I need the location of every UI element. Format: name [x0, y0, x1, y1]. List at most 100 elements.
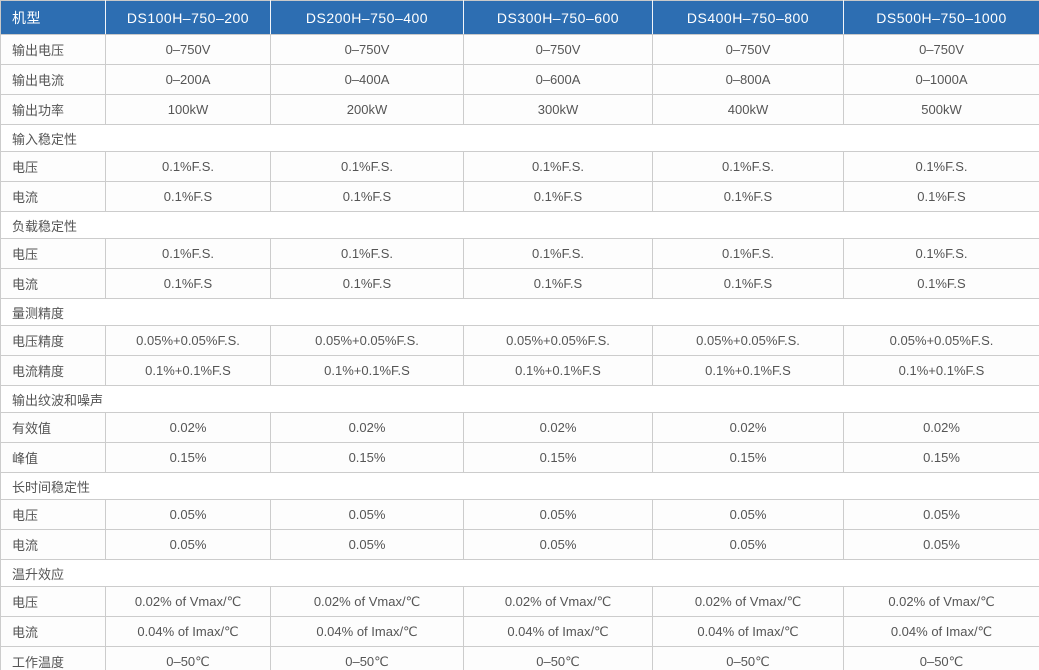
section-title: 量测精度: [0, 298, 1039, 326]
row-label: 电压: [0, 499, 106, 530]
spec-value: 0–1000A: [843, 64, 1039, 95]
spec-row: 电压 0.1%F.S. 0.1%F.S. 0.1%F.S. 0.1%F.S. 0.1%F.…: [0, 151, 1039, 182]
header-cell-ds200h-750-400: DS200H–750–400: [270, 0, 464, 35]
row-label: 工作温度: [0, 646, 106, 670]
row-label: 输出电流: [0, 64, 106, 95]
spec-value: 0.15%: [843, 442, 1039, 473]
spec-value: 0.04% of Imax/℃: [105, 616, 271, 647]
spec-value: 300kW: [463, 94, 653, 125]
spec-value: 0.05%+0.05%F.S.: [105, 325, 271, 356]
header-cell-ds500h-750-1000: DS500H–750–1000: [843, 0, 1039, 35]
spec-value: 0.02%: [652, 412, 844, 443]
row-label: 有效值: [0, 412, 106, 443]
spec-value: 0.1%F.S.: [270, 151, 464, 182]
spec-value: 0.1%F.S.: [105, 238, 271, 269]
spec-value: 0.1%F.S.: [463, 238, 653, 269]
spec-value: 0.05%+0.05%F.S.: [270, 325, 464, 356]
row-label: 输出功率: [0, 94, 106, 125]
spec-value: 0–50℃: [463, 646, 653, 670]
spec-row: 电压 0.02% of Vmax/℃ 0.02% of Vmax/℃ 0.02% of…: [0, 586, 1039, 617]
row-label: 电压: [0, 586, 106, 617]
spec-value: 0–750V: [463, 34, 653, 65]
spec-value: 0–50℃: [652, 646, 844, 670]
spec-row: 电流 0.1%F.S 0.1%F.S 0.1%F.S 0.1%F.S 0.1%F.S: [0, 268, 1039, 299]
spec-value: 0.05%+0.05%F.S.: [652, 325, 844, 356]
spec-value: 0–750V: [843, 34, 1039, 65]
spec-value: 0.05%: [843, 529, 1039, 560]
spec-value: 0.1%F.S: [270, 268, 464, 299]
spec-value: 0.1%F.S.: [843, 238, 1039, 269]
section-title: 输出纹波和噪声: [0, 385, 1039, 413]
section-row: 输出纹波和噪声: [0, 385, 1039, 413]
spec-value: 0.02% of Vmax/℃: [270, 586, 464, 617]
spec-value: 0.1%F.S: [652, 268, 844, 299]
section-title: 输入稳定性: [0, 124, 1039, 152]
section-title: 长时间稳定性: [0, 472, 1039, 500]
spec-value: 0.05%: [652, 499, 844, 530]
spec-row: 工作温度 0–50℃ 0–50℃ 0–50℃ 0–50℃ 0–50℃: [0, 646, 1039, 670]
row-label: 电流: [0, 181, 106, 212]
spec-value: 0.02% of Vmax/℃: [843, 586, 1039, 617]
spec-value: 0.05%: [463, 529, 653, 560]
section-title: 负载稳定性: [0, 211, 1039, 239]
spec-value: 0.1%F.S: [463, 181, 653, 212]
spec-value: 0.1%F.S: [463, 268, 653, 299]
row-label: 输出电压: [0, 34, 106, 65]
row-label: 电流: [0, 268, 106, 299]
spec-row: 电流 0.04% of Imax/℃ 0.04% of Imax/℃ 0.04% of…: [0, 616, 1039, 647]
spec-value: 0–600A: [463, 64, 653, 95]
row-label: 电压精度: [0, 325, 106, 356]
spec-value: 0.05%: [463, 499, 653, 530]
spec-value: 0.1%F.S.: [105, 151, 271, 182]
spec-row: 电流 0.1%F.S 0.1%F.S 0.1%F.S 0.1%F.S 0.1%F.S: [0, 181, 1039, 212]
spec-row: 峰值 0.15% 0.15% 0.15% 0.15% 0.15%: [0, 442, 1039, 473]
row-label: 电压: [0, 151, 106, 182]
spec-value: 0.02% of Vmax/℃: [463, 586, 653, 617]
spec-value: 0.1%F.S: [843, 268, 1039, 299]
spec-row: 电压 0.05% 0.05% 0.05% 0.05% 0.05%: [0, 499, 1039, 530]
spec-value: 100kW: [105, 94, 271, 125]
spec-value: 0.05%: [270, 499, 464, 530]
spec-value: 0.05%: [652, 529, 844, 560]
spec-row: 有效值 0.02% 0.02% 0.02% 0.02% 0.02%: [0, 412, 1039, 443]
spec-value: 0.1%F.S.: [843, 151, 1039, 182]
spec-row: 电流 0.05% 0.05% 0.05% 0.05% 0.05%: [0, 529, 1039, 560]
spec-value: 0.05%: [105, 499, 271, 530]
spec-row: 输出电压 0–750V 0–750V 0–750V 0–750V 0–750V: [0, 34, 1039, 65]
row-label: 电流: [0, 616, 106, 647]
spec-table-body: 输出电压 0–750V 0–750V 0–750V 0–750V 0–750V 输出电流 0–…: [0, 34, 1039, 670]
row-label: 电流精度: [0, 355, 106, 386]
spec-value: 0.1%+0.1%F.S: [843, 355, 1039, 386]
spec-value: 0–50℃: [105, 646, 271, 670]
row-label: 电压: [0, 238, 106, 269]
spec-value: 0.1%F.S: [105, 181, 271, 212]
spec-table-header: 机型 DS100H–750–200 DS200H–750–400 DS300H–750…: [0, 0, 1039, 35]
section-title: 温升效应: [0, 559, 1039, 587]
spec-value: 0.05%+0.05%F.S.: [463, 325, 653, 356]
spec-value: 0.04% of Imax/℃: [463, 616, 653, 647]
spec-value: 0–750V: [652, 34, 844, 65]
spec-value: 0.1%+0.1%F.S: [652, 355, 844, 386]
spec-value: 400kW: [652, 94, 844, 125]
section-row: 长时间稳定性: [0, 472, 1039, 500]
spec-value: 0–400A: [270, 64, 464, 95]
spec-value: 0.15%: [105, 442, 271, 473]
spec-value: 0.05%: [270, 529, 464, 560]
spec-value: 0.15%: [270, 442, 464, 473]
spec-row: 输出功率 100kW 200kW 300kW 400kW 500kW: [0, 94, 1039, 125]
spec-row: 输出电流 0–200A 0–400A 0–600A 0–800A 0–1000A: [0, 64, 1039, 95]
header-cell-ds300h-750-600: DS300H–750–600: [463, 0, 653, 35]
spec-value: 0.02% of Vmax/℃: [105, 586, 271, 617]
section-row: 输入稳定性: [0, 124, 1039, 152]
spec-value: 0.1%F.S.: [652, 238, 844, 269]
spec-value: 0.15%: [463, 442, 653, 473]
spec-value: 0.1%F.S.: [652, 151, 844, 182]
spec-value: 0.04% of Imax/℃: [652, 616, 844, 647]
spec-value: 0.02%: [463, 412, 653, 443]
spec-value: 0.1%+0.1%F.S: [270, 355, 464, 386]
spec-value: 0.1%F.S: [652, 181, 844, 212]
spec-value: 0.1%+0.1%F.S: [105, 355, 271, 386]
spec-value: 0.04% of Imax/℃: [843, 616, 1039, 647]
